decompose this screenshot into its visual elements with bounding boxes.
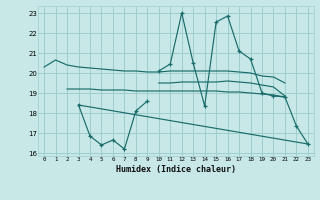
X-axis label: Humidex (Indice chaleur): Humidex (Indice chaleur) [116,165,236,174]
